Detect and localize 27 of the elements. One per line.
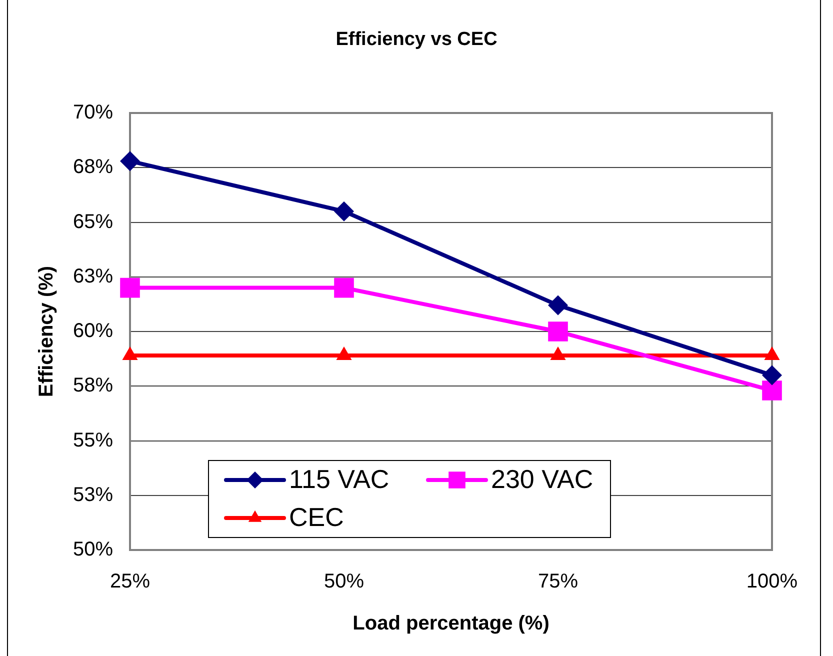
x-tick-label: 100% (746, 570, 798, 593)
y-tick-label: 70% (72, 102, 114, 124)
x-tick-label: 75% (538, 570, 578, 593)
point (548, 295, 568, 316)
y-axis-title: Efficiency (%) (36, 266, 58, 398)
y-tick-label: 65% (72, 210, 114, 233)
y-tick-label: 55% (72, 429, 114, 452)
point (120, 151, 140, 172)
point (120, 278, 140, 298)
y-tick-label: 53% (72, 484, 114, 506)
x-tick-label: 25% (110, 570, 150, 593)
point (762, 380, 782, 400)
legend-label: 230 VAC (491, 464, 594, 494)
y-tick-label: 60% (72, 320, 114, 342)
x-tick-label: 50% (324, 570, 364, 593)
point (334, 278, 354, 298)
legend-label: CEC (289, 502, 344, 532)
y-tick-label: 68% (72, 156, 114, 178)
y-tick-label: 58% (72, 374, 114, 397)
point (548, 322, 568, 342)
y-tick-label: 63% (72, 265, 114, 288)
x-axis-title: Load percentage (%) (352, 612, 550, 635)
point (762, 365, 782, 386)
legend-label: 115 VAC (289, 464, 390, 494)
point (334, 201, 354, 222)
y-tick-label: 50% (72, 538, 114, 561)
chart-title: Efficiency vs CEC (336, 29, 498, 50)
